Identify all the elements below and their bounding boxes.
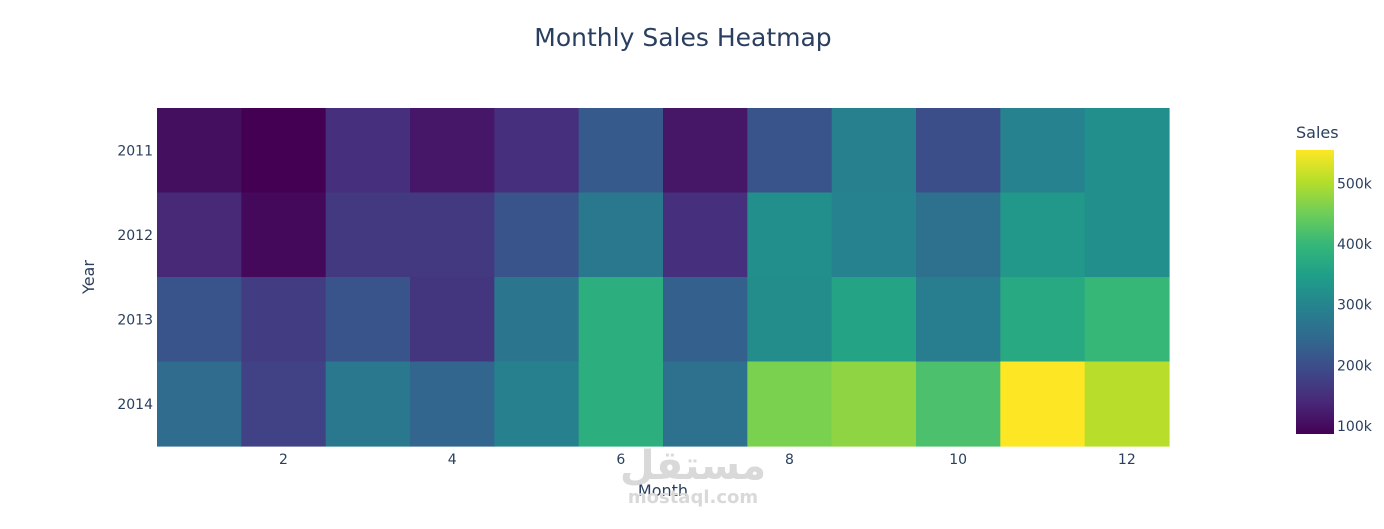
y-tick-label: 2011 (117, 143, 153, 159)
heatmap-cell (494, 108, 580, 194)
x-tick-label: 2 (279, 452, 288, 468)
x-tick-label: 10 (949, 452, 967, 468)
heatmap-cell (663, 361, 748, 447)
heatmap-cell (663, 192, 748, 278)
heatmap-cell (916, 361, 1001, 447)
colorbar-tick-label: 300k (1337, 298, 1373, 314)
heatmap-cell (1084, 361, 1170, 447)
heatmap-cell (157, 361, 242, 447)
y-axis-ticks: 2011 2012 2013 2014 (117, 143, 153, 413)
heatmap-cell (831, 361, 917, 447)
heatmap-cell (494, 277, 580, 363)
heatmap-cell (1084, 277, 1170, 363)
heatmap-cell (241, 361, 327, 447)
chart-title: Monthly Sales Heatmap (534, 23, 831, 52)
heatmap-cell (157, 277, 242, 363)
x-tick-label: 4 (448, 452, 457, 468)
heatmap-cell (241, 192, 327, 278)
heatmap-cell (157, 108, 242, 194)
heatmap-cell (831, 108, 917, 194)
heatmap-cell (831, 277, 917, 363)
heatmap-cell (1000, 361, 1086, 447)
colorbar-tick-label: 100k (1337, 419, 1373, 435)
colorbar (1296, 150, 1334, 434)
x-tick-label: 8 (785, 452, 794, 468)
heatmap-cell (410, 192, 495, 278)
heatmap-cell (747, 108, 833, 194)
heatmap-cell (916, 192, 1001, 278)
heatmap-cell (1084, 108, 1170, 194)
heatmap-cell (325, 277, 411, 363)
y-tick-label: 2012 (117, 228, 153, 244)
heatmap-cell (494, 361, 580, 447)
x-axis-label: Month (638, 481, 688, 500)
heatmap-cell (325, 361, 411, 447)
heatmap-cell (325, 108, 411, 194)
y-tick-label: 2014 (117, 397, 153, 413)
heatmap-cell (410, 277, 495, 363)
x-tick-label: 6 (616, 452, 625, 468)
heatmap-cell (1084, 192, 1170, 278)
x-axis-ticks: 2 4 6 8 10 12 (279, 452, 1136, 468)
heatmap-cell (831, 192, 917, 278)
y-tick-label: 2013 (117, 312, 153, 328)
heatmap-cell (578, 108, 664, 194)
heatmap-cell (1000, 192, 1086, 278)
heatmap-cell (157, 192, 242, 278)
heatmap-cell (1000, 108, 1086, 194)
y-axis-label: Year (79, 260, 98, 295)
heatmap-cell (494, 192, 580, 278)
heatmap-cell (663, 277, 748, 363)
heatmap-cell (747, 192, 833, 278)
heatmap-cell (747, 277, 833, 363)
heatmap-cell (410, 361, 495, 447)
heatmap-cell (747, 361, 833, 447)
heatmap-cell (1000, 277, 1086, 363)
heatmap-cell (663, 108, 748, 194)
heatmap-cell (578, 192, 664, 278)
heatmap-cell (578, 277, 664, 363)
heatmap-cells (157, 108, 1170, 447)
heatmap-cell (916, 277, 1001, 363)
colorbar-tick-label: 400k (1337, 237, 1373, 253)
heatmap-cell (241, 108, 327, 194)
heatmap-cell (241, 277, 327, 363)
colorbar-ticks: 100k 200k 300k 400k 500k (1337, 176, 1373, 435)
x-tick-label: 12 (1118, 452, 1136, 468)
heatmap-cell (916, 108, 1001, 194)
heatmap-cell (410, 108, 495, 194)
heatmap-cell (578, 361, 664, 447)
heatmap-cell (325, 192, 411, 278)
colorbar-title: Sales (1296, 123, 1339, 142)
colorbar-tick-label: 200k (1337, 358, 1373, 374)
colorbar-tick-label: 500k (1337, 176, 1373, 192)
